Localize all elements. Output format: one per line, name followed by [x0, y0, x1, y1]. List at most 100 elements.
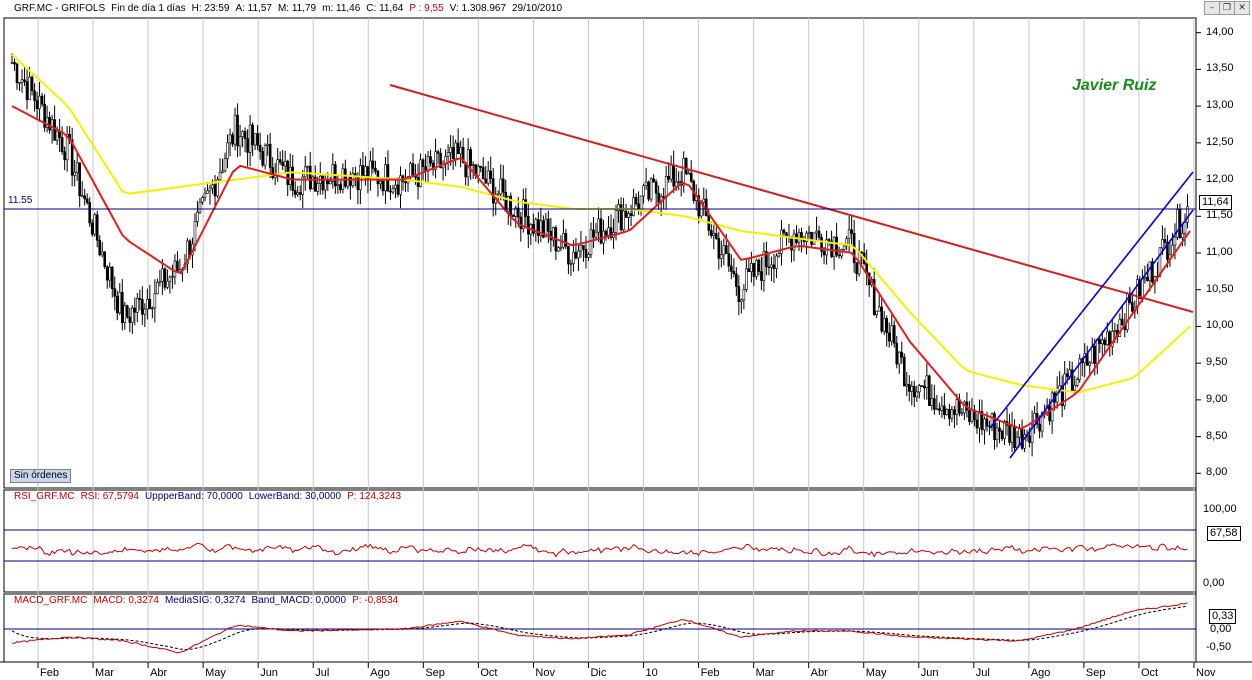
price-bar-body [10, 62, 14, 64]
price-bar-body [411, 163, 415, 176]
pct-label: P : 9,55 [409, 3, 444, 14]
price-bar-body [1050, 392, 1054, 422]
price-bar-body [1183, 221, 1187, 234]
rsi-last-value: 67,58 [1207, 526, 1241, 541]
price-bar-body [968, 409, 971, 422]
price-bar-body [697, 195, 701, 217]
price-bar-body [780, 229, 783, 254]
price-bar-body [632, 197, 635, 216]
price-bar-body [1121, 318, 1124, 326]
price-bar-body [985, 418, 989, 427]
price-bar-body [469, 149, 472, 166]
price-bar-body [993, 413, 996, 441]
price-bar-body [995, 427, 999, 441]
price-bar-body [120, 292, 124, 323]
price-bar-body [832, 236, 836, 258]
price-bar-body [20, 79, 24, 83]
price-bar-body [301, 176, 305, 195]
price-bar-body [805, 232, 808, 242]
price-bar-body [50, 119, 54, 131]
price-bar-body [822, 250, 826, 256]
price-bar-body [323, 179, 327, 191]
price-bar-body [1141, 278, 1144, 300]
price-bar-body [489, 170, 493, 179]
price-bar-body [409, 163, 412, 177]
x-axis-label: Ago [370, 667, 390, 679]
price-bar-body [1078, 358, 1082, 380]
price-bar-body [807, 231, 811, 234]
macd-p-label: P: -0,8534 [352, 595, 399, 606]
restore-icon[interactable]: ❐ [1219, 1, 1235, 15]
price-bar-body [912, 386, 916, 398]
price-bar-body [557, 247, 560, 252]
price-bar-body [945, 408, 949, 416]
x-axis-label: Abr [810, 667, 828, 679]
price-bar-body [1111, 331, 1114, 347]
price-bar-body [481, 167, 485, 180]
orders-button[interactable]: Sin órdenes [10, 469, 72, 483]
macd-band-label: Band_MACD: 0,0000 [251, 595, 347, 606]
price-bar-body [935, 408, 939, 411]
price-tick: 11,50 [1206, 209, 1233, 222]
price-bar-body [1176, 209, 1179, 238]
price-bar-body [742, 289, 746, 301]
price-bar-body [125, 305, 129, 318]
price-bar-body [654, 181, 658, 194]
rsi-header: RSI_GRF.MC RSI: 67,5794 UppperBand: 70,000… [14, 491, 407, 503]
price-bar-body [960, 412, 964, 415]
price-bar-body [476, 165, 480, 176]
x-axis-label: May [865, 667, 887, 679]
price-bar-body [15, 63, 19, 83]
price-bar-body [1093, 346, 1097, 364]
price-bar-body [587, 254, 590, 258]
price-bar-body [459, 147, 462, 155]
rsi-value: RSI: 67,5794 [80, 491, 139, 502]
price-bar-body [810, 231, 813, 245]
price-bar-body [316, 183, 320, 192]
price-bar-body [321, 175, 325, 191]
price-bar-body [364, 166, 367, 177]
price-bar-body [1008, 424, 1011, 443]
price-bar-body [827, 239, 831, 242]
price-bar-body [594, 231, 598, 238]
price-bar-body [161, 268, 164, 282]
price-bar-body [577, 250, 580, 259]
price-bar-body [108, 266, 112, 281]
x-axis-label: Dic [590, 667, 607, 679]
macd-last-value: 0,33 [1209, 609, 1237, 624]
price-bar-body [619, 204, 623, 231]
price-bar-body [689, 172, 693, 182]
price-bar-body [186, 240, 189, 265]
price-bar-body [501, 178, 505, 193]
price-bar-body [248, 124, 252, 153]
price-bar-body [198, 201, 202, 213]
price-bar-body [544, 218, 548, 238]
price-bar-body [1148, 261, 1152, 282]
price-bar-body [905, 383, 909, 387]
price-bar-body [1088, 362, 1092, 366]
price-bar-body [499, 178, 503, 195]
price-bar-body [241, 131, 244, 137]
price-bar-body [730, 265, 733, 272]
price-bar-body [1010, 425, 1014, 443]
x-axis-label: Oct [480, 667, 498, 679]
price-bar-body [674, 181, 678, 187]
price-bar-body [263, 145, 267, 166]
price-bar-body [915, 391, 919, 398]
price-bar-body [93, 214, 97, 235]
close-icon[interactable]: ✕ [1234, 1, 1250, 15]
minimize-icon[interactable]: – [1204, 1, 1220, 15]
price-bar-body [236, 114, 239, 147]
price-bar-body [948, 408, 951, 419]
price-bar-body [421, 159, 425, 167]
price-bar-body [1173, 236, 1177, 246]
price-bar-body [361, 165, 365, 177]
open-label: A: 11,57 [235, 3, 272, 14]
price-bar-body [855, 262, 858, 275]
price-bar-body [657, 192, 660, 203]
price-bar-body [1100, 339, 1104, 344]
price-bar-body [233, 114, 237, 145]
price-bar-body [313, 176, 317, 192]
rsi-tick-0: 0,00 [1203, 577, 1225, 589]
price-bar-body [539, 220, 543, 236]
